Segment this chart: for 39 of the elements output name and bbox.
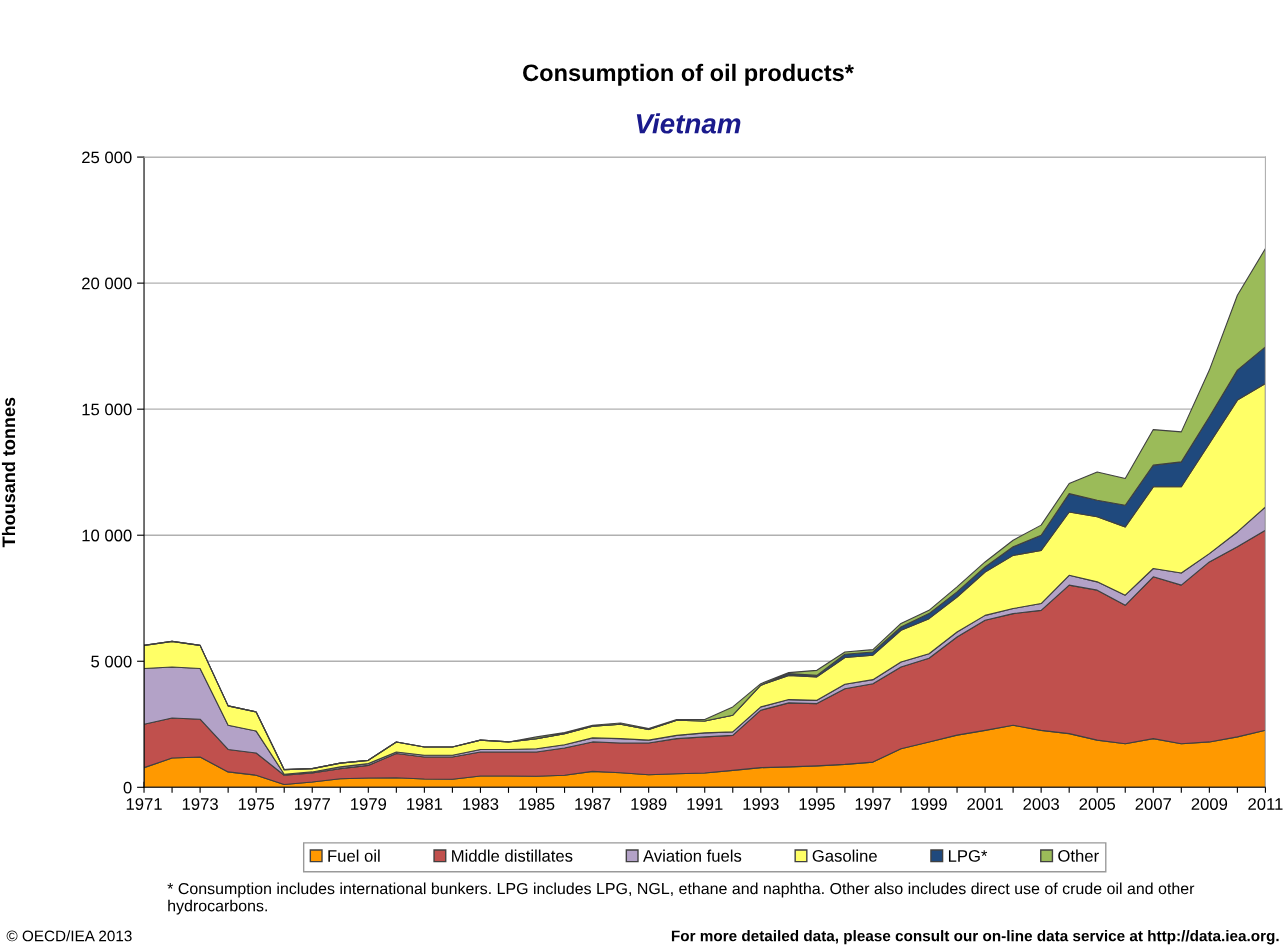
legend-label: Other xyxy=(1058,849,1099,862)
y-tick-label: 15 000 xyxy=(82,403,132,416)
x-tick-label: 1995 xyxy=(799,798,835,810)
x-tick-label: 1979 xyxy=(351,798,387,810)
chart-subtitle: Vietnam xyxy=(636,113,741,134)
legend-label: LPG* xyxy=(948,850,988,862)
x-tick-label: 1999 xyxy=(911,798,947,810)
x-tick-label: 1991 xyxy=(687,798,723,810)
x-tick-label: 2007 xyxy=(1135,798,1171,810)
text: For more detailed data, please consult our on-line data service at http://data.iea.org. xyxy=(671,930,1279,945)
x-tick-label: 1973 xyxy=(182,798,218,810)
y-tick-label: 10 000 xyxy=(82,529,132,542)
legend-label: Gasoline xyxy=(812,849,877,862)
text: © OECD/IEA 2013 xyxy=(6,930,132,942)
y-tick-label: 25 000 xyxy=(82,151,132,164)
x-tick-label: 1981 xyxy=(407,798,443,810)
x-tick-label: 1971 xyxy=(126,798,162,810)
legend-label: Middle distillates xyxy=(452,849,573,862)
x-tick-label: 1977 xyxy=(294,798,330,810)
legend-label: Fuel oil xyxy=(328,849,380,862)
x-tick-label: 2009 xyxy=(1191,798,1228,810)
y-tick-label: 20 000 xyxy=(82,277,132,290)
legend-label: Aviation fuels xyxy=(643,849,742,862)
x-tick-label: 2003 xyxy=(1023,798,1059,810)
y-tick-label: 0 xyxy=(123,781,132,794)
x-tick-label: 1985 xyxy=(519,798,555,810)
text: * Consumption includes international bunkers. LPG includes LPG, NGL, ethane and naphtha. Other also includes direct use of crude oil and other hydrocarbons. xyxy=(167,882,1195,915)
x-tick-label: 2011 xyxy=(1248,798,1283,810)
x-tick-label: 1993 xyxy=(743,798,779,810)
x-tick-label: 1983 xyxy=(463,798,499,810)
x-tick-label: 1987 xyxy=(575,798,611,810)
x-tick-label: 1975 xyxy=(238,798,275,810)
chart-title: Consumption of oil products* xyxy=(523,63,854,86)
y-tick-label: 5 000 xyxy=(91,655,132,668)
y-axis-title: Thousand tonnes xyxy=(1,397,16,548)
x-tick-label: 2001 xyxy=(967,798,1003,810)
x-tick-label: 2005 xyxy=(1079,798,1116,810)
x-tick-label: 1997 xyxy=(855,798,891,810)
x-tick-label: 1989 xyxy=(631,798,667,810)
